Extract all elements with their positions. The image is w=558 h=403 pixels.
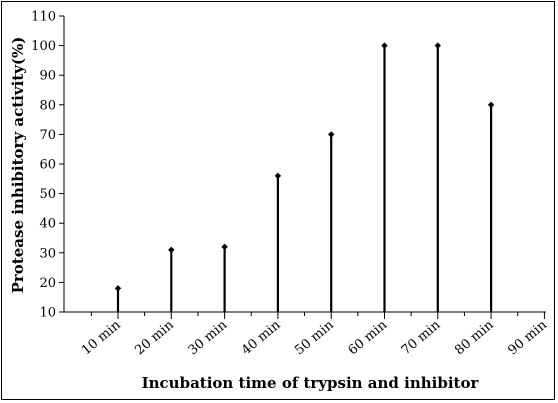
stem [114,285,122,312]
y-tick-label: 30 [39,246,56,261]
x-tick-label: 80 min [452,317,497,358]
y-tick-label: 70 [39,128,56,143]
y-tick-label: 80 [39,98,56,113]
stem [328,131,335,312]
stem-marker [274,172,282,180]
stem [434,42,441,312]
stem-marker [381,42,388,49]
y-tick-label: 90 [39,69,56,84]
stem [168,246,175,312]
stem-marker [114,285,122,292]
y-tick-label: 100 [31,39,56,54]
x-tick-label: 60 min [346,317,391,358]
y-tick-label: 50 [39,187,56,202]
stem-marker [434,42,441,49]
stem [274,172,282,312]
stem-marker [221,243,228,251]
x-tick-label: 70 min [399,317,444,358]
stem-marker [328,131,335,138]
x-tick-label: 40 min [239,317,284,358]
y-tick-label: 40 [39,217,56,232]
x-axis-ticks: 10 min 20 min 30 min 40 min 50 min 60 min 70 m… [79,312,550,358]
y-axis-title: Protease inhibitory activity(%) [9,37,27,294]
stems [114,42,495,312]
x-tick-label: 50 min [292,317,337,358]
x-axis-title: Incubation time of trypsin and inhibitor [142,374,480,392]
x-tick-label: 90 min [505,317,550,358]
y-tick-label: 110 [31,10,56,25]
stem-marker [487,101,495,108]
x-tick-label: 30 min [186,317,231,358]
stem [487,101,495,312]
x-tick-label: 20 min [132,317,177,358]
y-tick-label: 20 [39,276,56,291]
y-tick-label: 10 [39,306,56,321]
y-axis-ticks: 10 20 30 40 50 60 70 80 90 100 110 [31,10,64,321]
stem-marker [168,246,175,254]
axes [63,16,546,313]
y-tick-label: 60 [39,158,56,173]
stem [381,42,388,312]
x-tick-label: 10 min [79,317,124,358]
stem [221,243,228,312]
